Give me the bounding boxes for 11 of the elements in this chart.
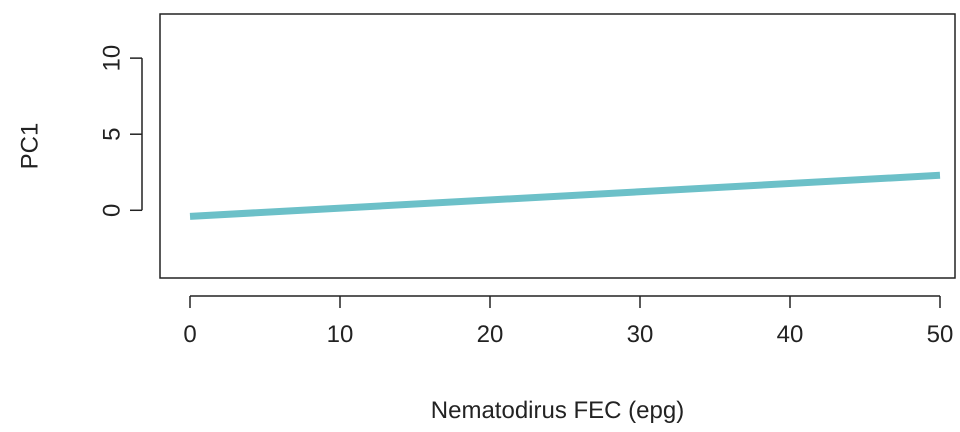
y-tick-label: 5	[98, 128, 126, 141]
y-axis-title: PC1	[16, 122, 44, 170]
x-tick-label: 0	[183, 321, 197, 348]
x-axis-title: Nematodirus FEC (epg)	[430, 397, 684, 424]
x-tick-label: 40	[776, 321, 804, 348]
y-tick-label: 0	[98, 204, 126, 217]
x-tick-label: 10	[326, 321, 354, 348]
y-tick-label: 10	[98, 44, 126, 72]
x-tick-label: 20	[476, 321, 504, 348]
x-tick-label: 30	[626, 321, 654, 348]
x-tick-label: 50	[926, 321, 954, 348]
